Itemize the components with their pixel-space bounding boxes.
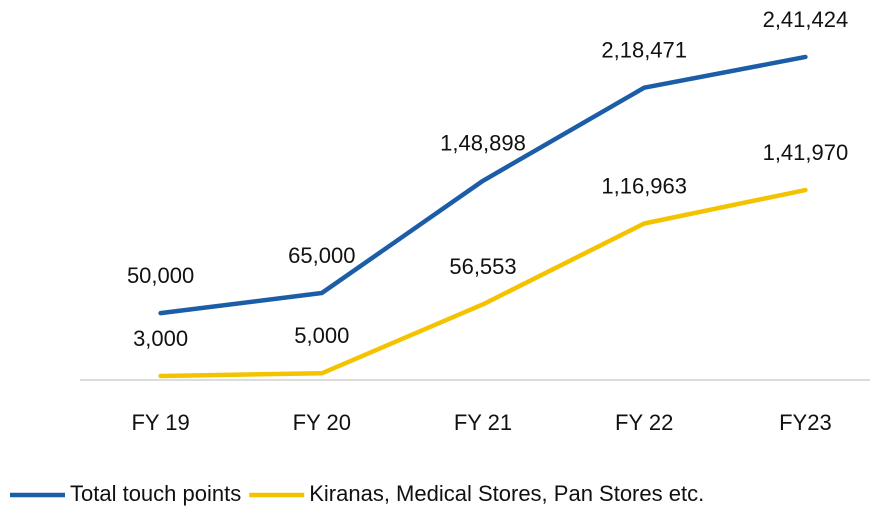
legend-label: Kiranas, Medical Stores, Pan Stores etc.: [309, 481, 704, 506]
data-label: 50,000: [127, 263, 194, 288]
data-label: 3,000: [133, 326, 188, 351]
data-label: 1,48,898: [440, 131, 526, 156]
x-tick-label: FY23: [779, 410, 832, 435]
data-label: 65,000: [288, 243, 355, 268]
legend-label: Total touch points: [70, 481, 241, 506]
data-label: 5,000: [294, 323, 349, 348]
data-label: 1,16,963: [601, 173, 687, 198]
x-tick-label: FY 21: [454, 410, 512, 435]
data-label: 2,18,471: [601, 37, 687, 62]
data-label: 2,41,424: [763, 7, 849, 32]
x-tick-label: FY 22: [615, 410, 673, 435]
data-label: 1,41,970: [763, 140, 849, 165]
x-tick-label: FY 19: [131, 410, 189, 435]
series-line: [158, 187, 808, 379]
x-tick-label: FY 20: [293, 410, 351, 435]
series-line: [158, 54, 808, 316]
data-label: 56,553: [449, 254, 516, 279]
